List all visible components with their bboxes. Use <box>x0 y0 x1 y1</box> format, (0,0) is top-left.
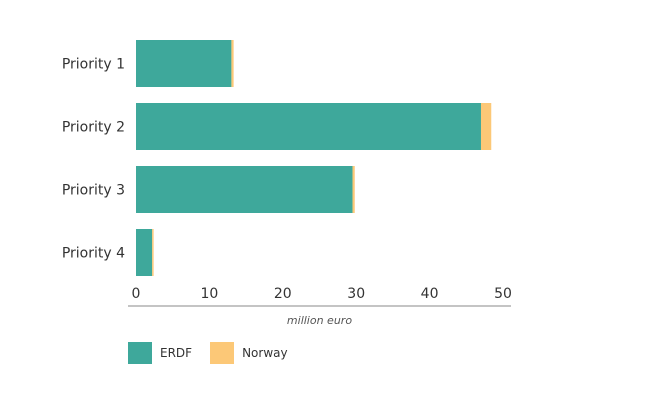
bar-norway-3[interactable] <box>352 166 355 213</box>
legend: ERDF Norway <box>128 342 288 364</box>
bar-erdf-1[interactable] <box>136 40 232 87</box>
category-label: Priority 2 <box>62 120 125 136</box>
category-label: Priority 3 <box>62 183 125 199</box>
x-tick-label: 20 <box>274 286 292 302</box>
category-labels: Priority 1 Priority 2 Priority 3 Priority 4 <box>62 57 125 262</box>
legend-label-norway: Norway <box>242 346 288 360</box>
bar-norway-1[interactable] <box>231 40 234 87</box>
bars-group <box>136 40 492 276</box>
x-tick-label: 10 <box>200 286 218 302</box>
bar-erdf-3[interactable] <box>136 166 353 213</box>
bar-norway-4[interactable] <box>152 229 154 276</box>
legend-item-erdf[interactable]: ERDF <box>128 342 192 364</box>
category-label: Priority 4 <box>62 246 125 262</box>
legend-label-erdf: ERDF <box>160 346 193 360</box>
bar-norway-2[interactable] <box>480 103 492 150</box>
x-tick-label: 50 <box>494 286 512 302</box>
x-tick-label: 0 <box>132 286 141 302</box>
legend-item-norway[interactable]: Norway <box>210 342 288 364</box>
x-tick-label: 30 <box>347 286 365 302</box>
legend-swatch-norway <box>210 342 235 364</box>
x-tick-label: 40 <box>421 286 439 302</box>
x-axis-title: million euro <box>287 314 352 327</box>
x-axis-ticks: 0 10 20 30 40 50 <box>132 286 512 302</box>
bar-erdf-4[interactable] <box>136 229 153 276</box>
bar-erdf-2[interactable] <box>136 103 481 150</box>
legend-swatch-erdf <box>128 342 152 364</box>
category-label: Priority 1 <box>62 57 125 73</box>
